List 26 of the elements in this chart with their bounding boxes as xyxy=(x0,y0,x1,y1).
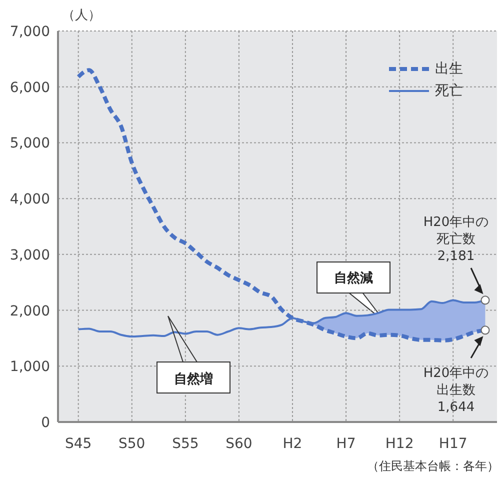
x-tick-label: H2 xyxy=(282,436,302,452)
y-tick-label: 5,000 xyxy=(10,136,50,152)
x-tick-label: S55 xyxy=(172,436,199,452)
y-tick-label: 0 xyxy=(41,414,50,431)
x-tick-label: H12 xyxy=(385,436,414,452)
y-tick-label: 1,000 xyxy=(10,359,50,376)
y-tick-label: 2,000 xyxy=(10,303,50,320)
y-tick-label: 6,000 xyxy=(10,80,50,96)
legend-label: 出生 xyxy=(435,60,463,78)
annotation: 自然減 xyxy=(333,270,374,287)
annotation: 1,644 xyxy=(436,399,476,416)
x-tick-label: H17 xyxy=(438,436,468,452)
annotation: 2,181 xyxy=(436,248,476,265)
x-tick-label: S45 xyxy=(64,436,92,452)
y-axis-title: （人） xyxy=(62,7,101,24)
y-tick-label: 4,000 xyxy=(10,192,50,208)
text: （住民基本台帳：各年） xyxy=(367,458,499,475)
legend-label: 死亡 xyxy=(435,82,463,100)
x-tick-label: S60 xyxy=(226,436,252,452)
x-tick-label: S50 xyxy=(118,436,146,452)
annotation: H20年中の死亡数 xyxy=(423,214,489,248)
annotation: H20年中の出生数 xyxy=(423,365,489,399)
y-tick-label: 3,000 xyxy=(10,247,50,264)
y-tick-label: 7,000 xyxy=(10,24,50,40)
annotation: 自然増 xyxy=(173,370,214,388)
x-tick-label: H7 xyxy=(336,436,356,452)
